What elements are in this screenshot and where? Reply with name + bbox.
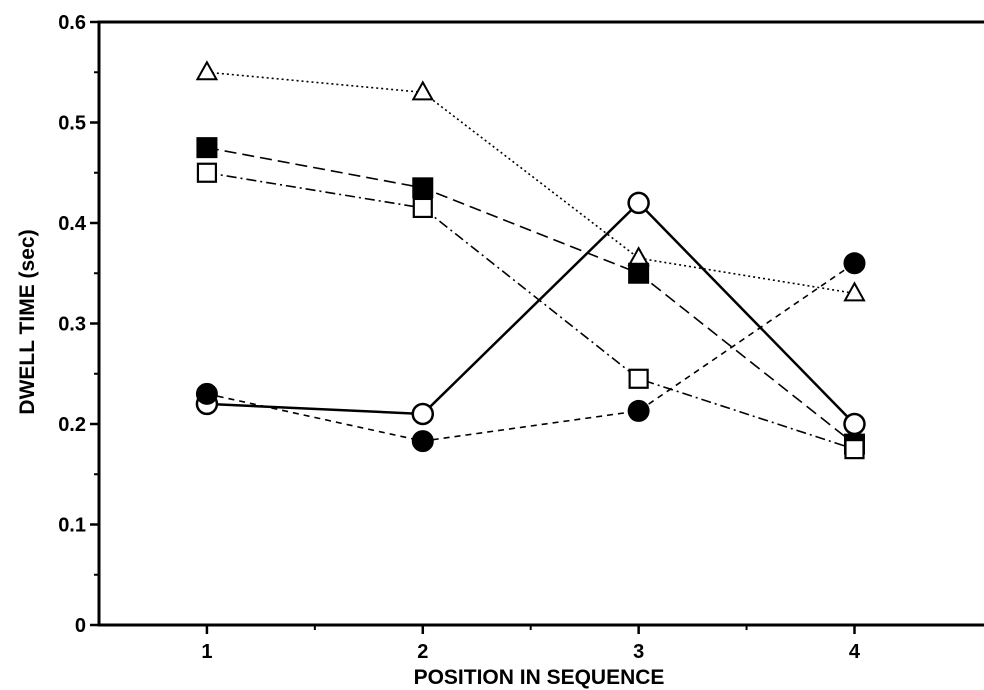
x-tick-label: 1 (201, 641, 212, 663)
series-line-4 (206, 201, 856, 425)
x-tick-label: 2 (417, 641, 428, 663)
y-tick-label: 0 (75, 615, 86, 637)
data-point-open-triangle (411, 80, 434, 101)
y-tick-label: 0.3 (58, 314, 86, 336)
series-line-5 (206, 262, 855, 442)
y-tick-label: 0.6 (58, 12, 86, 34)
data-point-open-circle (627, 191, 650, 215)
data-point-filled-circle (195, 382, 218, 405)
data-point-open-square (844, 439, 865, 460)
y-tick-label: 0.4 (58, 213, 87, 235)
data-point-open-circle (411, 402, 435, 426)
data-point-open-triangle (195, 60, 219, 81)
series-line-3 (206, 171, 855, 450)
data-point-filled-square (628, 262, 650, 284)
axes: 0 0.1 0.2 0.3 0.4 0.5 0.6 1 2 3 4 (58, 12, 984, 663)
series-layer (195, 60, 866, 460)
data-point-filled-square (196, 137, 218, 159)
data-point-filled-circle (627, 399, 650, 422)
y-tick-label: 0.5 (58, 113, 86, 135)
data-point-filled-circle (411, 430, 434, 453)
data-point-open-square (412, 197, 433, 219)
data-point-open-square (196, 162, 218, 183)
y-tick-label: 0.2 (58, 414, 86, 436)
series-markers-1 (195, 60, 866, 302)
data-point-filled-square (412, 177, 434, 199)
series-markers-4 (195, 191, 866, 436)
data-point-filled-circle (843, 252, 866, 275)
y-tick-label: 0.1 (58, 515, 86, 537)
x-tick-label: 3 (633, 641, 644, 663)
series-markers-2 (196, 137, 865, 455)
y-axis-title: DWELL TIME (sec) (16, 229, 39, 414)
x-tick-label: 4 (849, 641, 861, 663)
series-markers-5 (195, 252, 866, 453)
series-markers-3 (196, 162, 865, 460)
plot-frame (97, 20, 984, 627)
x-axis-title: POSITION IN SEQUENCE (414, 666, 665, 689)
series-line-2 (206, 146, 855, 445)
data-point-open-square (628, 368, 649, 389)
data-point-open-circle (843, 412, 866, 436)
data-point-open-triangle (627, 246, 650, 267)
data-point-open-triangle (843, 281, 866, 302)
series-line-1 (206, 71, 855, 295)
